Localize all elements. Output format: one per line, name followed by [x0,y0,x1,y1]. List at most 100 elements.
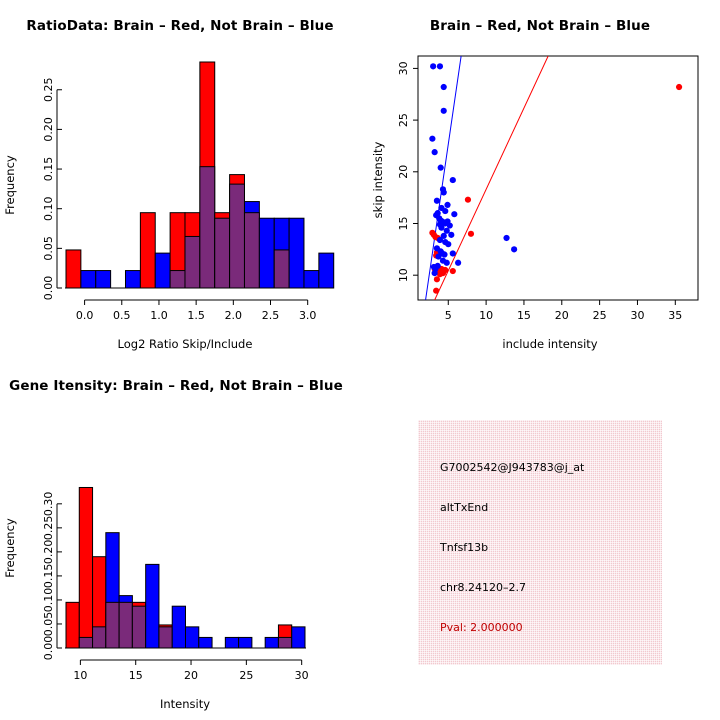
histogram-bar [198,636,213,649]
gene-histogram-y-axis: 0.000.050.100.150.200.250.30 [42,492,62,661]
y-axis-tick-label: 0.15 [42,157,55,182]
histogram-bar [171,605,187,649]
scatter-point [431,270,438,277]
scatter-point [503,234,510,242]
histogram-bar [78,486,94,649]
scatter-point [429,135,436,142]
histogram-bar-overlap [243,212,260,289]
scatter-point [430,63,437,70]
histogram-bar-overlap [105,601,120,649]
gene-histogram-x-axis-label: Intensity [160,697,210,711]
y-axis-tick-label: 10 [397,268,410,282]
y-axis-tick-label: 0.00 [42,636,55,661]
fit-line-blue-fit [425,56,462,300]
x-axis-tick-label: 35 [668,309,682,322]
histogram-bar [303,270,320,289]
histogram-bar [154,252,171,289]
scatter-point [440,232,447,239]
scatter-point [433,287,440,294]
x-axis-tick-label: 10 [73,669,87,682]
gene-histogram-svg: 0.000.050.100.150.200.250.30 10 15 20 25 30 … [3,486,309,711]
histogram-bar-overlap [199,166,216,289]
x-axis-tick-label: 30 [630,309,644,322]
y-axis-tick-label: 0.00 [42,276,55,301]
y-axis-tick-label: 0.15 [42,564,55,589]
histogram-bar-overlap [229,183,245,289]
scatter-point [440,83,447,91]
scatter-point [444,201,451,208]
scatter-point [438,224,445,231]
x-axis-tick-label: 0.5 [113,309,131,322]
scatter-y-axis: 10 15 20 25 30 [397,61,418,282]
gene-histogram-title: Gene Itensity: Brain – Red, Not Brain – … [9,378,343,394]
y-axis-tick-label: 0.20 [42,540,55,565]
fit-line-red-fit [434,56,549,300]
scatter-point [445,241,452,248]
y-axis-tick-label: 0.05 [42,612,55,637]
scatter-point [434,262,441,269]
gene-info-box: G7002542@J943783@j_at altTxEnd Tnfsf13b … [418,420,662,665]
x-axis-tick-label: 2.0 [225,309,243,322]
histogram-bar-overlap [118,601,133,649]
y-axis-tick-label: 0.20 [42,117,55,142]
scatter-point [440,107,447,114]
scatter-point [449,176,456,184]
histogram-bar [258,217,275,289]
x-axis-tick-label: 25 [593,309,607,322]
panel-gene-histogram: Gene Itensity: Brain – Red, Not Brain – … [0,360,360,720]
y-axis-tick-label: 0.05 [42,236,55,261]
gene-histogram-x-axis: 10 15 20 25 30 [65,647,309,682]
y-axis-tick-label: 25 [397,113,410,127]
histogram-bar [139,212,156,289]
scatter-y-axis-label: skip intensity [371,141,385,218]
x-axis-tick-label: 20 [184,669,198,682]
scatter-point [443,227,450,234]
scatter-plot-frame [417,55,699,301]
histogram-bar-overlap [273,249,290,289]
x-axis-tick-label: 0.0 [76,309,94,322]
scatter-point [449,267,456,275]
scatter-point [448,231,455,238]
scatter-x-axis: 5 10 15 20 25 30 35 [445,300,682,322]
scatter-fit-lines [425,56,549,300]
histogram-bar-overlap [92,626,107,649]
gene-histogram-bars [65,486,306,649]
ratio-histogram-svg: 0.00 0.05 0.10 0.15 0.20 0.25 0.0 0.5 1.0 1.5 2.0… [3,61,335,351]
scatter-point [430,231,437,238]
panel-ratio-histogram: RatioData: Brain – Red, Not Brain – Blue… [0,0,360,360]
y-axis-tick-label: 0.10 [42,196,55,221]
histogram-bar [288,217,305,289]
histogram-bar-overlap [158,626,173,649]
scatter-title: Brain – Red, Not Brain – Blue [429,18,651,34]
y-axis-tick-label: 30 [397,61,410,75]
scatter-point [464,196,472,203]
histogram-bar [95,270,112,289]
scatter-point [440,189,447,196]
histogram-bar [124,270,141,289]
y-axis-tick-label: 0.10 [42,588,55,613]
ratio-histogram-title: RatioData: Brain – Red, Not Brain – Blue [26,18,334,34]
x-axis-tick-label: 25 [239,669,253,682]
scatter-point [436,271,444,278]
histogram-bar [291,626,306,649]
probe-id-text: G7002542@J943783@j_at [440,461,585,474]
histogram-bar [65,601,80,649]
histogram-bar [264,636,279,649]
histogram-bar-overlap [131,605,147,649]
histogram-bar-overlap [184,235,201,289]
histogram-bar-overlap [169,270,186,289]
x-axis-tick-label: 5 [445,309,452,322]
y-axis-tick-label: 20 [397,165,410,179]
scatter-point [437,164,444,171]
histogram-bar-overlap [214,217,231,289]
scatter-x-axis-label: include intensity [502,337,597,351]
scatter-point [433,276,441,283]
plot-box [417,55,699,301]
scatter-point [436,236,444,244]
x-axis-tick-label: 10 [479,309,493,322]
ratio-histogram-y-axis-label: Frequency [3,155,17,215]
y-axis-tick-label: 0.25 [42,516,55,541]
scatter-point [451,211,458,218]
